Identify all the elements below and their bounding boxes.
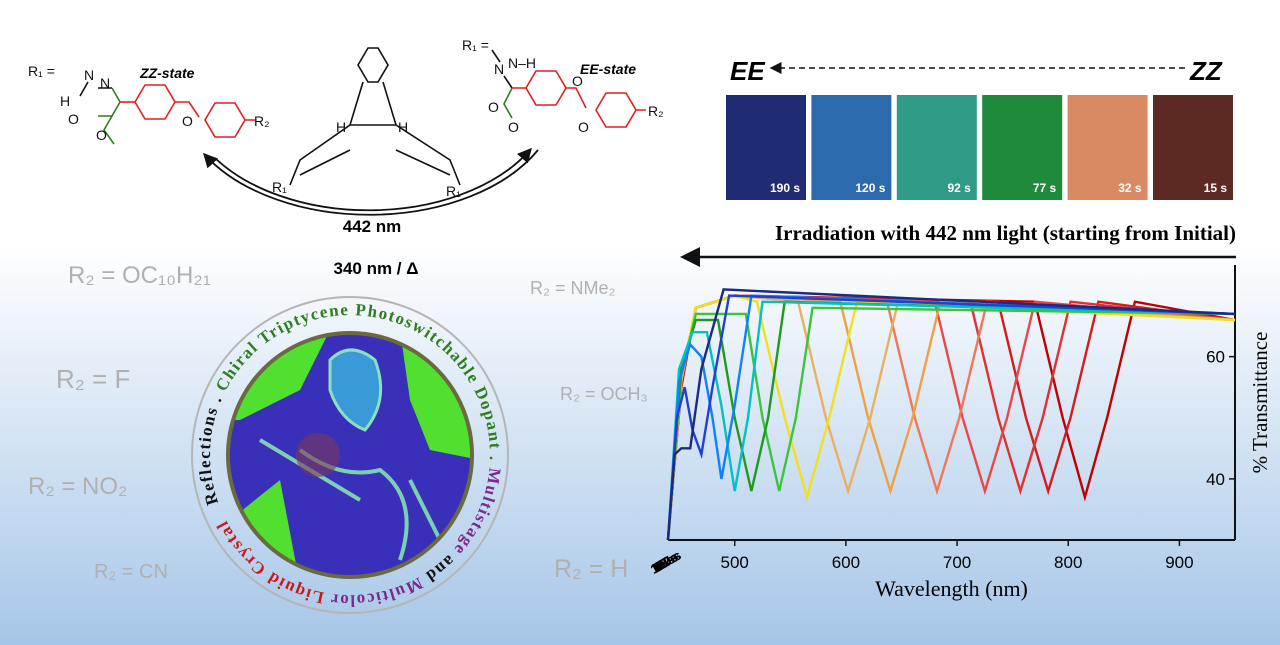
photo (896, 95, 977, 200)
chem-atom: O (96, 127, 107, 143)
substituent: R₂ = OC₁₀H₂₁ (68, 262, 211, 289)
chem-atom: R₁ (272, 179, 287, 195)
state-label: ZZ-state (139, 65, 195, 81)
substituent: R₂ = F (56, 364, 130, 394)
state-label: EE (730, 56, 765, 86)
y-tick-label: 40 (1206, 470, 1225, 489)
zz-structure (79, 81, 255, 145)
chem-atom: H (60, 93, 70, 109)
x-tick-label: 800 (1054, 553, 1082, 572)
arrow (214, 147, 532, 212)
photo (811, 95, 892, 200)
x-tick-label: 900 (1165, 553, 1193, 572)
ring (191, 296, 509, 614)
reverse-label: 340 nm / Δ (334, 259, 419, 278)
x-tick-label: 500 (721, 553, 749, 572)
chem-atom: H (398, 119, 408, 135)
chem-atom: O (508, 119, 519, 135)
chem-atom: O (572, 73, 583, 89)
forward-label: 442 nm (343, 217, 402, 236)
spectrum-line (666, 288, 1236, 541)
chem-atom: O (182, 113, 193, 129)
photo-strip: 190 s 120 s 92 s 77 s 32 s 15 s (726, 95, 1233, 200)
chem-atom: N–H (508, 55, 536, 71)
photo-label: 77 s (1033, 181, 1057, 195)
arrow (203, 149, 539, 216)
photo (1067, 95, 1148, 200)
lc-image (228, 333, 472, 577)
substituent: R₂ = H (554, 555, 628, 583)
spectrum-line (666, 294, 1236, 541)
photo (726, 95, 806, 200)
photo-label: 15 s (1204, 181, 1228, 195)
chem-atom: O (578, 119, 589, 135)
triptycene (289, 47, 461, 186)
y-tick-label: 60 (1206, 348, 1225, 367)
photo (1153, 95, 1233, 200)
substituent: R₂ = NO₂ (28, 473, 127, 500)
chem-atom: R₂ (648, 103, 664, 119)
photo-label: 120 s (855, 181, 885, 195)
caption: Irradiation with 442 nm light (starting … (775, 221, 1236, 245)
x-axis-label: Wavelength (nm) (875, 576, 1028, 601)
chem-atom: R₁ = (462, 37, 489, 53)
substituent: R₂ = NMe₂ (530, 278, 616, 298)
spectrum-line (666, 294, 1236, 541)
photo-label: 32 s (1118, 181, 1142, 195)
state-label: ZZ (1189, 56, 1223, 86)
photo (982, 95, 1063, 200)
chem-atom: O (488, 99, 499, 115)
photo-label: 190 s (770, 181, 800, 195)
x-tick-label: 600 (832, 553, 860, 572)
chem-atom: N (100, 75, 110, 91)
photo-label: 92 s (947, 181, 971, 195)
y-axis-label: % Transmittance (1248, 332, 1272, 474)
chem-atom: N (84, 67, 94, 83)
chem-atom: O (68, 111, 79, 127)
substituent: R₂ = OCH₃ (560, 384, 648, 404)
spectrum-line (666, 300, 1236, 541)
state-label: EE-state (580, 61, 636, 77)
chem-atom: R₂ (254, 113, 270, 129)
ee-structure (491, 49, 646, 128)
chem-atom: R₁ = (28, 63, 55, 79)
chem-atom: H (336, 119, 346, 135)
chem-atom: N (494, 61, 504, 77)
substituent: R₂ = CN (94, 561, 168, 583)
disc-border (226, 331, 474, 579)
x-tick-label: 700 (943, 553, 971, 572)
